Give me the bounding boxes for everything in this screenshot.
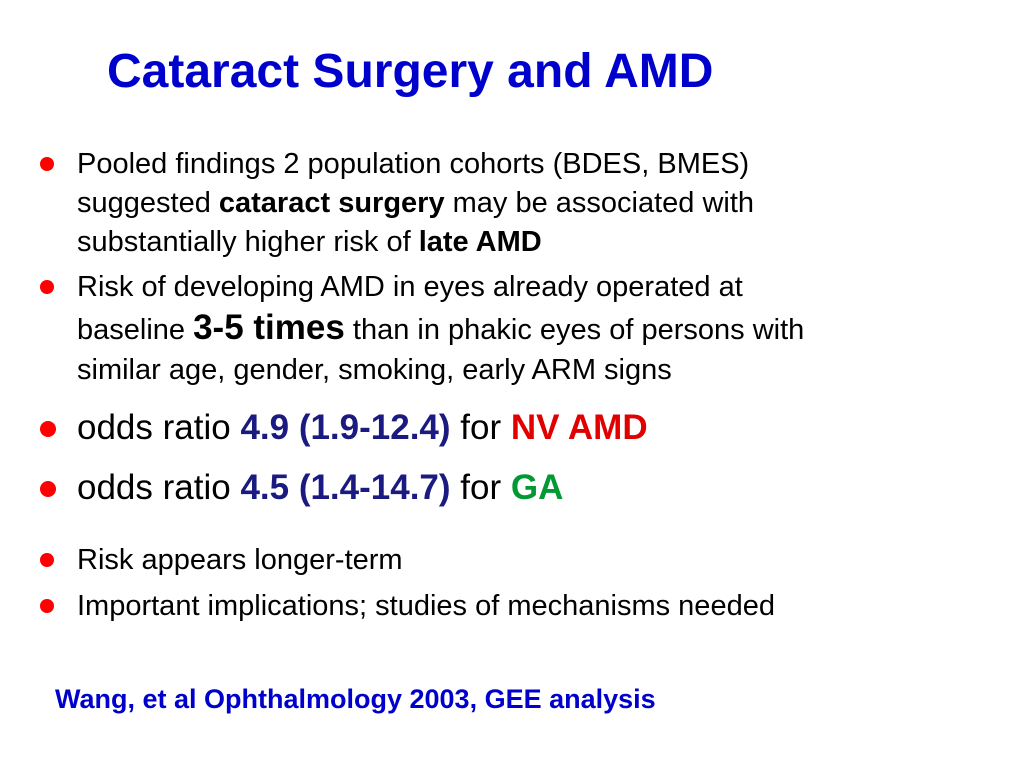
nv-amd-label: NV AMD — [510, 408, 648, 447]
bullet-item-5: Risk appears longer-term — [40, 541, 1005, 581]
bullet-line: Important implications; studies of mecha… — [77, 587, 775, 626]
bullet-text: Risk appears longer-term — [77, 544, 403, 576]
odds-ratio-value: 4.5 (1.4-14.7) — [240, 468, 451, 507]
bullet-dot-icon — [40, 553, 54, 567]
bullet-item-6: Important implications; studies of mecha… — [40, 587, 1005, 627]
bullet-dot-icon — [40, 157, 54, 171]
bullet-text: substantially higher risk of — [77, 226, 419, 258]
bold-term: cataract surgery — [218, 187, 445, 219]
bullet-line: odds ratio 4.9 (1.9-12.4) for NV AMD — [77, 408, 648, 448]
bullet-line: suggested cataract surgery may be associ… — [77, 184, 754, 223]
bullet-line: odds ratio 4.5 (1.4-14.7) for GA — [77, 468, 563, 508]
bullet-text: odds ratio — [77, 408, 241, 447]
bullet-text: may be associated with — [444, 187, 755, 219]
bullet-line: similar age, gender, smoking, early ARM … — [77, 351, 672, 390]
bullet-dot-icon — [40, 280, 54, 294]
bullet-text: Risk of developing AMD in eyes already o… — [77, 271, 743, 303]
bullet-line: substantially higher risk of late AMD — [77, 223, 542, 262]
bullet-text: than in phakic eyes of persons with — [344, 314, 805, 346]
citation: Wang, et al Ophthalmology 2003, GEE anal… — [55, 684, 656, 714]
bullet-dot-icon — [40, 421, 56, 437]
bullet-item-1: Pooled findings 2 population cohorts (BD… — [40, 145, 1005, 265]
odds-ratio-value: 4.9 (1.9-12.4) — [240, 408, 451, 447]
bullet-line: Risk of developing AMD in eyes already o… — [77, 268, 743, 307]
bullet-dot-icon — [40, 599, 54, 613]
bullet-text: suggested — [77, 187, 219, 219]
bold-term: late AMD — [418, 226, 542, 258]
bullet-line: Risk appears longer-term — [77, 541, 403, 580]
bullet-line: baseline 3-5 times than in phakic eyes o… — [77, 308, 804, 350]
bullet-text: baseline — [77, 314, 194, 346]
bullet-item-2: Risk of developing AMD in eyes already o… — [40, 268, 1005, 393]
bullet-text: Pooled findings 2 population cohorts (BD… — [77, 148, 750, 180]
bullet-item-4: odds ratio 4.5 (1.4-14.7) for GA — [40, 468, 1005, 512]
bullet-item-3: odds ratio 4.9 (1.9-12.4) for NV AMD — [40, 408, 1005, 452]
bullet-text: for — [450, 408, 511, 447]
bullet-line: Pooled findings 2 population cohorts (BD… — [77, 145, 749, 184]
bold-term: 3-5 times — [193, 308, 345, 347]
bullet-text: similar age, gender, smoking, early ARM … — [77, 354, 672, 386]
bullet-dot-icon — [40, 481, 56, 497]
ga-label: GA — [510, 468, 564, 507]
slide-title: Cataract Surgery and AMD — [107, 45, 714, 98]
bullet-text: Important implications; studies of mecha… — [77, 590, 775, 622]
bullet-text: odds ratio — [77, 468, 241, 507]
bullet-text: for — [450, 468, 511, 507]
